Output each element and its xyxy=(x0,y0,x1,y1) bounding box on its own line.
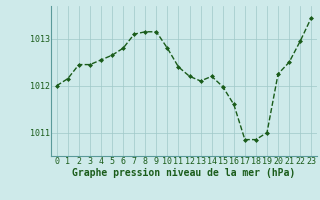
X-axis label: Graphe pression niveau de la mer (hPa): Graphe pression niveau de la mer (hPa) xyxy=(72,168,296,178)
